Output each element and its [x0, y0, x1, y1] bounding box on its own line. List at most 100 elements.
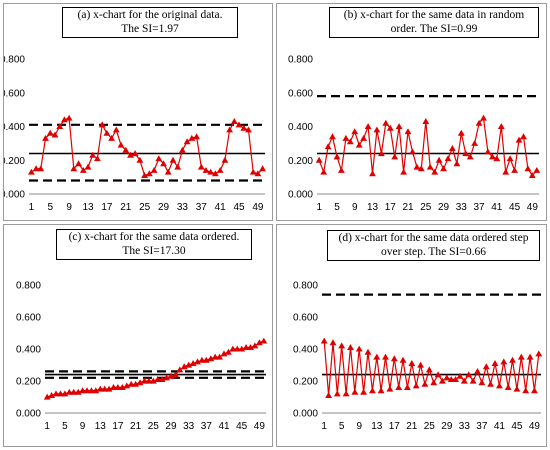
chart-a-title: (a) x-chart for the original data. The S… — [62, 7, 238, 38]
chart-c-data-point — [110, 384, 117, 390]
chart-d-data-point — [487, 380, 494, 387]
chart-a-xtick-label: 9 — [66, 202, 72, 213]
chart-a-data-point — [70, 165, 78, 172]
chart-b-data-point — [533, 167, 541, 173]
chart-c-data-point — [176, 366, 184, 373]
chart-d-data-point — [395, 384, 403, 390]
chart-a-data-point — [207, 168, 215, 175]
chart-b-data-point — [444, 155, 452, 162]
chart-a-data-point — [146, 170, 153, 177]
chart-a-data-point — [117, 141, 125, 148]
chart-d-data-point — [338, 342, 346, 349]
chart-b-xtick-label: 25 — [420, 202, 432, 213]
chart-c-data-point — [52, 390, 60, 397]
chart-b-data-point — [400, 168, 407, 175]
chart-b-data-point — [417, 165, 425, 172]
chart-c-ytick-label: 0.200 — [16, 377, 41, 388]
chart-b-series-line — [318, 116, 538, 177]
chart-a-data-point — [254, 170, 262, 177]
chart-c-data-point — [48, 392, 55, 398]
chart-c-xtick-label: 21 — [130, 421, 142, 432]
chart-a-data-point — [65, 114, 73, 121]
chart-b-data-point — [480, 114, 487, 121]
chart-a-data-point — [216, 167, 224, 173]
chart-a-data-point — [108, 134, 115, 141]
chart-c-xtick-label: 41 — [218, 421, 230, 432]
chart-c-data-point — [158, 376, 166, 382]
chart-b-data-point — [333, 153, 341, 160]
chart-d-data-point — [355, 345, 363, 352]
chart-c-data-point — [141, 377, 148, 384]
chart-d-data-point — [325, 392, 332, 398]
chart-d-series-line — [323, 340, 540, 396]
chart-d-data-point — [373, 353, 381, 360]
chart-d-data-point — [329, 339, 337, 346]
chart-b-xtick-label: 45 — [509, 202, 521, 213]
chart-c-data-point — [242, 344, 250, 350]
chart-b-data-point — [475, 119, 483, 126]
chart-c-ytick-label: 0.600 — [16, 313, 41, 324]
chart-c-xtick-label: 13 — [95, 421, 107, 432]
chart-a-xtick-label: 49 — [252, 202, 264, 213]
chart-b-data-point — [528, 172, 536, 178]
chart-c-data-point — [96, 385, 104, 392]
chart-a-xtick-label: 33 — [177, 202, 189, 213]
chart-d-xtick-label: 49 — [529, 421, 541, 432]
chart-d-data-point — [434, 371, 442, 378]
chart-b-title: (b) x-chart for the same data in random … — [329, 7, 539, 38]
chart-a-data-point — [61, 116, 68, 123]
chart-c-plot: 0.000 0.200 0.400 0.600 0.800 1 5 9 13 17 21 25 29 33… — [16, 281, 268, 432]
chart-a-data-point — [32, 165, 40, 172]
chart-d-data-point — [509, 356, 516, 363]
chart-b-xtick-label: 49 — [527, 202, 539, 213]
chart-d-data-point — [522, 387, 530, 394]
chart-a-data-point — [221, 156, 229, 163]
chart-b-ytick-label: 0.800 — [288, 55, 313, 66]
chart-b-data-point — [462, 150, 470, 157]
chart-d-data-point — [443, 374, 451, 381]
chart-b-data-point — [346, 138, 354, 145]
chart-b-data-point — [329, 133, 336, 140]
chart-d-data-point — [377, 387, 385, 394]
chart-a-xtick-label: 45 — [233, 202, 245, 213]
chart-a-data-point — [249, 168, 257, 175]
chart-a-xtick-label: 1 — [29, 202, 35, 213]
chart-a-data-point — [188, 134, 196, 141]
chart-d-ytick-label: 0.600 — [293, 313, 318, 324]
chart-d-data-point — [439, 377, 446, 384]
chart-d-data-point — [491, 360, 499, 366]
chart-a-ytick-label: 0.200 — [4, 156, 25, 167]
chart-b-data-point — [391, 153, 399, 160]
chart-a-data-point — [94, 155, 101, 162]
chart-d-data-point — [412, 382, 420, 389]
chart-d-data-point — [399, 356, 407, 363]
chart-c-data-point — [123, 382, 131, 389]
chart-c-title: (c) x-chart for the same data ordered. T… — [56, 229, 252, 260]
chart-d-data-point — [364, 348, 372, 355]
chart-c-data-point — [114, 384, 122, 390]
chart-b-xtick-label: 21 — [402, 202, 414, 213]
chart-a-data-point — [193, 133, 200, 140]
chart-d-data-point — [386, 385, 394, 392]
chart-a-data-point — [136, 156, 144, 163]
chart-a-data-point — [141, 172, 148, 178]
chart-a-data-point — [127, 151, 134, 158]
chart-d-xtick-label: 29 — [441, 421, 453, 432]
chart-c-data-point — [256, 339, 263, 346]
chart-c-data-point — [57, 390, 64, 397]
chart-c-data-point — [194, 358, 201, 365]
chart-d-data-point — [531, 387, 538, 394]
chart-b-data-point — [466, 153, 474, 160]
chart-a-xtick-label: 29 — [158, 202, 170, 213]
chart-b-data-point — [360, 134, 367, 141]
chart-c-xtick-label: 49 — [254, 421, 266, 432]
chart-b-xtick-label: 41 — [491, 202, 503, 213]
chart-b-data-point — [489, 153, 496, 160]
chart-a-data-point — [169, 156, 177, 163]
chart-c-data-point — [198, 356, 206, 363]
chart-b-data-point — [395, 123, 403, 129]
chart-d-data-point — [474, 368, 481, 374]
chart-c-data-point — [247, 344, 254, 350]
chart-d-data-point — [421, 380, 429, 387]
chart-a-data-point — [98, 121, 106, 128]
